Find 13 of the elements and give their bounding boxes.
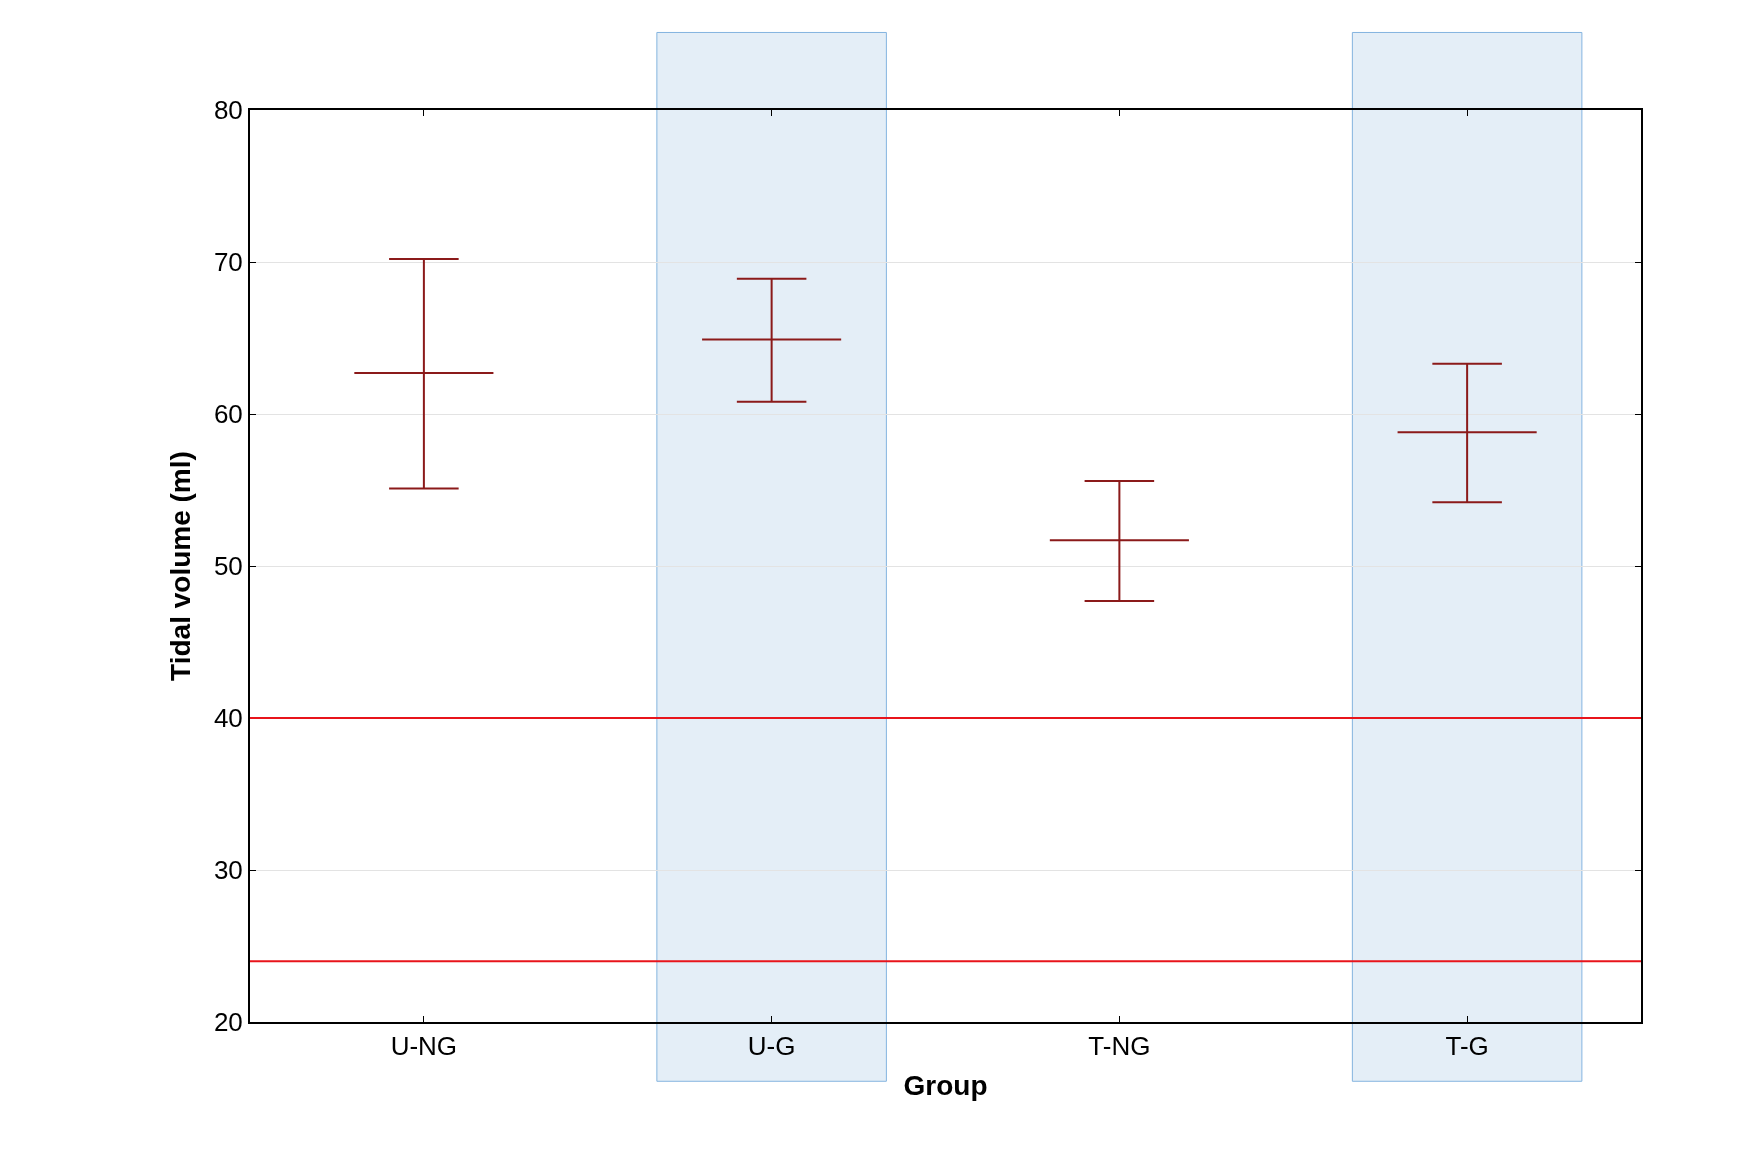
x-tick-label: U-NG [390, 1031, 458, 1062]
y-tick-label: 60 [213, 399, 243, 430]
y-tick-label: 20 [213, 1007, 243, 1038]
x-tick-label: U-G [747, 1031, 796, 1062]
x-tick-label: T-G [1445, 1031, 1489, 1062]
y-axis-title: Tidal volume (ml) [165, 451, 197, 681]
y-tick-label: 70 [213, 247, 243, 278]
y-tick-label: 80 [213, 95, 243, 126]
x-axis-title: Group [903, 1069, 988, 1101]
y-tick-label: 40 [213, 703, 243, 734]
y-tick-label: 30 [213, 855, 243, 886]
x-tick-label: T-NG [1088, 1031, 1151, 1062]
y-tick-label: 50 [213, 551, 243, 582]
